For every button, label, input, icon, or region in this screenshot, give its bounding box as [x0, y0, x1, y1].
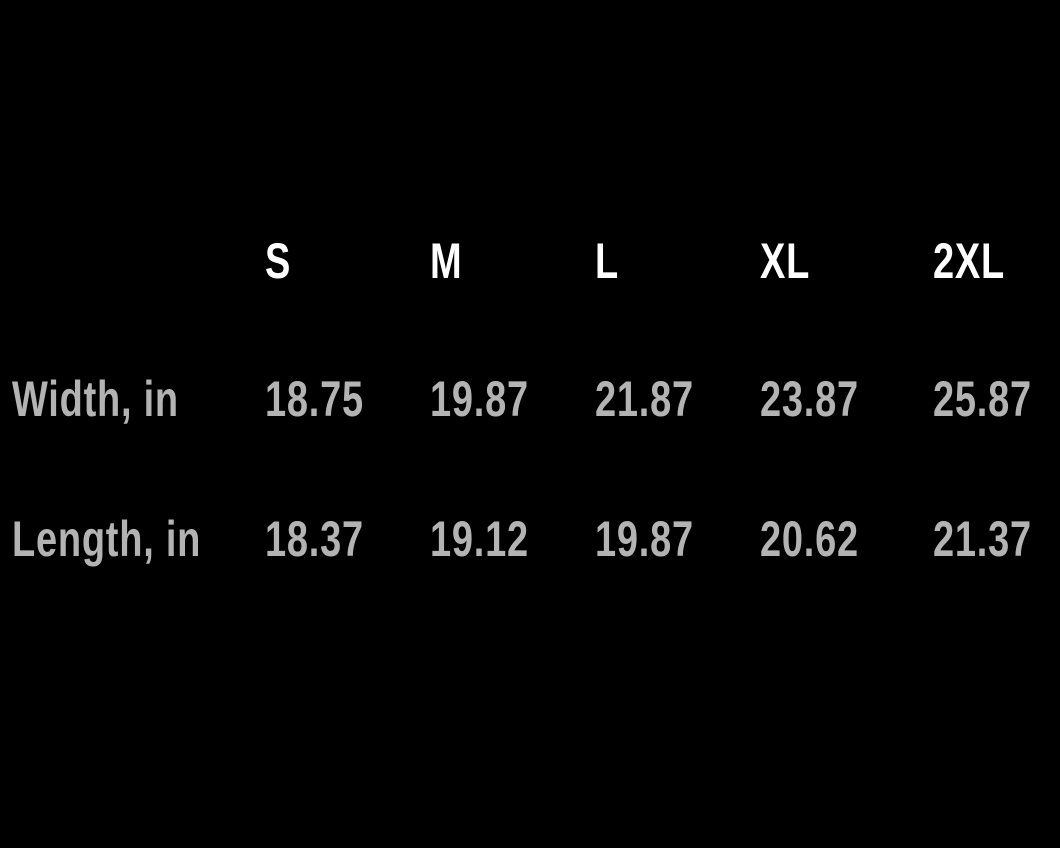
row-label: Length, in — [12, 511, 202, 567]
table-cell: 20.62 — [760, 511, 859, 567]
column-header-m: M — [430, 233, 463, 289]
table-cell: 21.87 — [595, 371, 694, 427]
table-cell: 19.87 — [595, 511, 694, 567]
table-cell: 19.12 — [430, 511, 529, 567]
column-header-xl: XL — [760, 233, 811, 289]
table-cell: 18.37 — [265, 511, 364, 567]
table-cell: 21.37 — [933, 511, 1032, 567]
table-cell: 23.87 — [760, 371, 859, 427]
column-header-s: S — [265, 233, 292, 289]
table-cell: 18.75 — [265, 371, 364, 427]
column-header-l: L — [595, 233, 619, 289]
table-cell: 19.87 — [430, 371, 529, 427]
row-label: Width, in — [12, 371, 179, 427]
column-header-2xl: 2XL — [933, 233, 1005, 289]
table-cell: 25.87 — [933, 371, 1032, 427]
